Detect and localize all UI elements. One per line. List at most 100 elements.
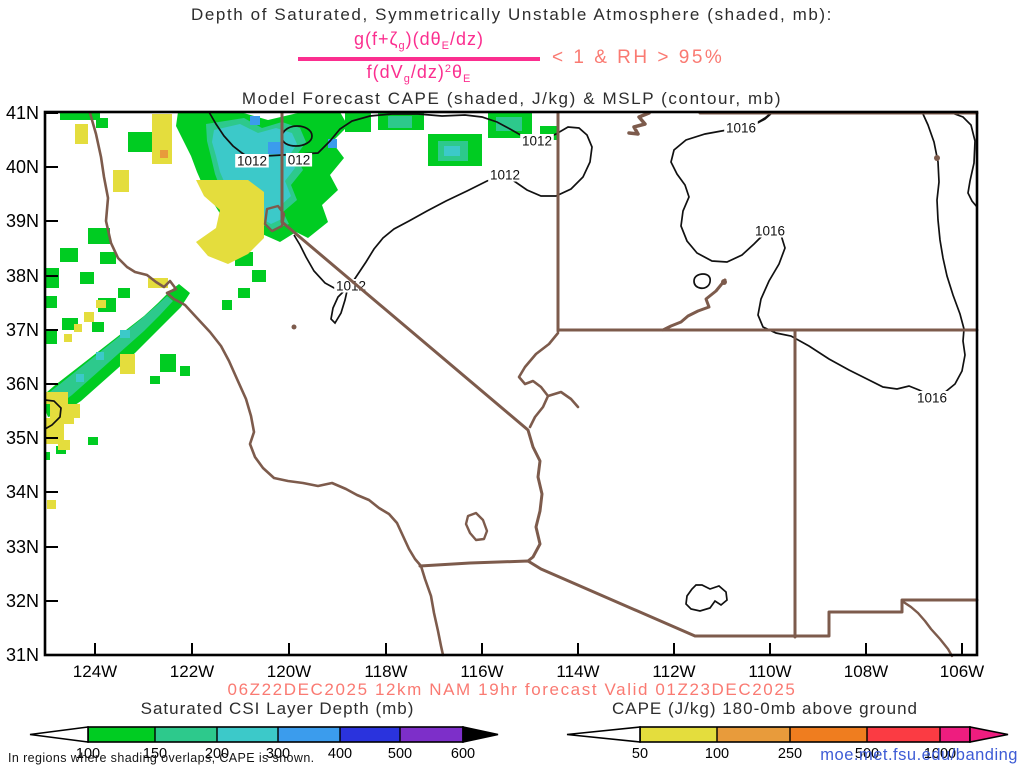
california-nevada-border bbox=[280, 111, 544, 563]
contour-label-backing bbox=[235, 154, 269, 168]
latitude-tick-label: 39N bbox=[6, 211, 39, 231]
shaded-cell bbox=[180, 366, 190, 376]
mslp-contour-line bbox=[951, 112, 978, 208]
mslp-contour-line bbox=[693, 273, 712, 290]
shaded-cell bbox=[76, 374, 84, 382]
shaded-cell bbox=[64, 334, 72, 342]
latitude-tick-label: 35N bbox=[6, 428, 39, 448]
mslp-contour-line bbox=[281, 125, 313, 147]
small-lake bbox=[934, 155, 940, 161]
shaded-cell bbox=[388, 116, 412, 128]
colorbar-segment bbox=[278, 727, 340, 742]
latitude-axis: 41N 40N 39N 38N 37N 36N 35N 34N 33N 32N 31N bbox=[6, 103, 58, 665]
contour-label: 1016 bbox=[726, 121, 756, 136]
contour-label: 1016 bbox=[755, 224, 785, 239]
longitude-tick-label: 116W bbox=[460, 662, 503, 681]
shaded-cell bbox=[444, 146, 460, 156]
shaded-cell bbox=[318, 182, 326, 190]
colorbar-tick-label: 400 bbox=[328, 746, 352, 762]
shaded-cell bbox=[80, 272, 94, 284]
colorbar-tick-label: 600 bbox=[451, 746, 475, 762]
mslp-contour-line bbox=[44, 399, 62, 430]
shaded-cell bbox=[74, 324, 82, 332]
longitude-tick-label: 114W bbox=[556, 662, 599, 681]
colorbar-tick-label: 300 bbox=[266, 746, 290, 762]
map-frame bbox=[43, 110, 979, 657]
formula-fraction-bar bbox=[298, 57, 540, 61]
formula-condition: < 1 & RH > 95% bbox=[552, 47, 725, 68]
california-coastline bbox=[88, 111, 445, 657]
longitude-tick-label: 106W bbox=[940, 662, 984, 681]
longitude-axis: 124W 122W 120W 118W 116W 114W 112W 110W 108W 106W bbox=[73, 643, 984, 681]
contour-label: 1012 bbox=[336, 279, 366, 294]
shaded-cell bbox=[60, 248, 78, 262]
csi-depth-colorbar: 100 150 200 300 400 500 600 bbox=[29, 726, 499, 762]
contour-label: 1012 bbox=[522, 134, 552, 149]
contour-label-backing bbox=[488, 168, 522, 182]
shaded-cell bbox=[45, 268, 59, 288]
colorbar-tick-label: 250 bbox=[778, 746, 802, 762]
colorbar-tick-label: 100 bbox=[705, 746, 729, 762]
latitude-tick-label: 33N bbox=[6, 537, 39, 557]
latitude-tick-label: 31N bbox=[6, 645, 39, 665]
shaded-cell bbox=[60, 112, 100, 120]
colorbar-left-arrow bbox=[29, 726, 89, 743]
shaded-cell bbox=[268, 142, 284, 154]
mexico-border bbox=[418, 559, 979, 638]
latitude-tick-label: 41N bbox=[6, 103, 39, 123]
shaded-cell bbox=[160, 150, 168, 158]
great-salt-lake bbox=[627, 111, 651, 136]
page-title: Depth of Saturated, Symmetrically Unstab… bbox=[190, 5, 833, 24]
contour-label: 1016 bbox=[917, 391, 947, 406]
colorbar-segment bbox=[88, 727, 155, 742]
shaded-cell bbox=[64, 414, 74, 424]
mslp-contour-line bbox=[754, 112, 772, 125]
colorbar-right-arrow bbox=[969, 726, 1009, 743]
longitude-tick-label: 112W bbox=[652, 662, 695, 681]
shaded-cell bbox=[58, 440, 70, 450]
colorbar-tick-label: 1000 bbox=[924, 746, 956, 762]
latitude-tick-label: 34N bbox=[6, 482, 39, 502]
source-website-link[interactable]: moe.met.fsu.edu/banding bbox=[820, 746, 1018, 764]
shaded-cell bbox=[160, 354, 176, 372]
small-lake bbox=[291, 324, 297, 330]
forecast-valid-time: 06Z22DEC2025 12km NAM 19hr forecast Vali… bbox=[227, 680, 797, 699]
shading-overlap-note: In regions where shading overlaps, CAPE … bbox=[8, 751, 315, 765]
shaded-region bbox=[196, 180, 264, 264]
colorbar-tick-label: 200 bbox=[205, 746, 229, 762]
shaded-cell bbox=[345, 112, 371, 132]
shaded-cell bbox=[96, 300, 106, 308]
shaded-patches bbox=[45, 112, 558, 509]
latitude-tick-label: 32N bbox=[6, 591, 39, 611]
latitude-tick-label: 38N bbox=[6, 266, 39, 286]
colorbar-segment bbox=[790, 727, 867, 742]
mslp-contour-line bbox=[208, 111, 593, 325]
formula-numerator: g(f+ζg)(dθE/dz) bbox=[354, 29, 484, 52]
shaded-cell bbox=[118, 288, 130, 298]
shaded-cell bbox=[120, 354, 135, 374]
lake-powell bbox=[661, 278, 727, 332]
small-lake bbox=[721, 279, 727, 285]
salton-sea bbox=[464, 511, 489, 542]
longitude-tick-label: 118W bbox=[364, 662, 407, 681]
subtitle: Model Forecast CAPE (shaded, J/kg) & MSL… bbox=[241, 89, 783, 108]
shaded-cell bbox=[45, 452, 50, 460]
shaded-region bbox=[45, 296, 173, 407]
colorbar-tick-label: 500 bbox=[855, 746, 879, 762]
shaded-cell bbox=[128, 132, 152, 152]
mslp-contours bbox=[44, 111, 978, 612]
longitude-tick-label: 122W bbox=[170, 662, 214, 681]
contour-labels: 1012 012 1012 1012 1012 1016 1016 1016 bbox=[235, 121, 949, 406]
longitude-tick-label: 108W bbox=[844, 662, 888, 681]
colorbar-segment bbox=[640, 727, 717, 742]
shaded-cell bbox=[96, 118, 108, 128]
csi-colorbar-title: Saturated CSI Layer Depth (mb) bbox=[140, 699, 415, 718]
mslp-contour-line bbox=[670, 111, 966, 397]
colorbar-segment bbox=[867, 727, 940, 742]
shaded-cell bbox=[100, 252, 116, 264]
colorbar-segment bbox=[940, 727, 970, 742]
shaded-cell bbox=[238, 288, 250, 298]
colorbar-segment bbox=[340, 727, 400, 742]
shaded-cell bbox=[496, 117, 522, 131]
lake-tahoe bbox=[263, 204, 286, 233]
